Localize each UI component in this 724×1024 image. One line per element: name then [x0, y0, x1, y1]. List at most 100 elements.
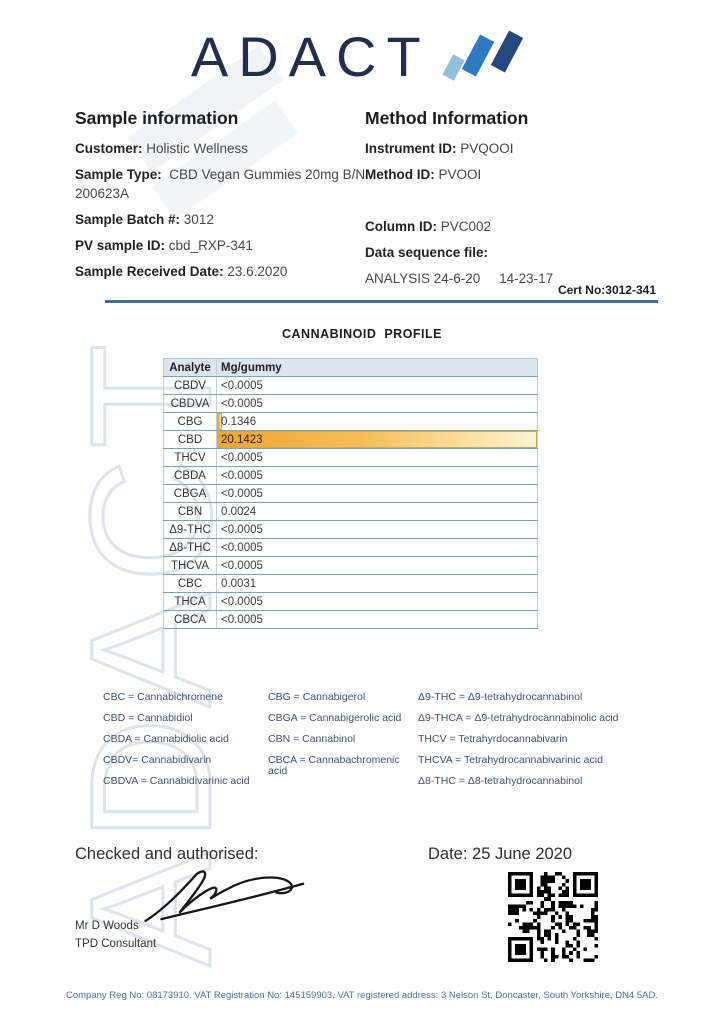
sample-info-value-1: CBD Vegan Gummies 20mg B/N 200623A: [75, 167, 369, 201]
qr-code-canvas: [508, 872, 598, 962]
table-row-THCA: THCA <0.0005: [163, 592, 538, 611]
value-text: <0.0005: [221, 613, 263, 626]
method-info-row-4: Data sequence file:: [365, 243, 665, 262]
value-text: <0.0005: [221, 559, 263, 572]
method-info-value-0: PVQOOI: [460, 141, 514, 156]
method-info-row-1: Method ID: PVOOI: [365, 165, 665, 184]
value-text: <0.0005: [221, 523, 263, 536]
analyte-cell: CBGA: [163, 484, 217, 503]
table-row-CBDA: CBDA <0.0005: [163, 466, 538, 485]
cannabinoid-table: Analyte Mg/gummy CBDV <0.0005 CBDVA <0.0005…: [163, 358, 538, 629]
value-cell: <0.0005: [216, 538, 538, 557]
sample-info-row-4: Sample Received Date: 23.6.2020: [75, 262, 367, 281]
table-row-Δ9-THC: Δ9-THC <0.0005: [163, 520, 538, 539]
legend-item: CBD = Cannabidiol: [103, 712, 193, 724]
method-information-fields: Instrument ID: PVQOOI Method ID: PVOOI Col…: [365, 139, 665, 288]
analyte-cell: THCA: [163, 592, 217, 611]
method-info-value-5: ANALYSIS 24-6-20 14-23-17: [365, 271, 554, 286]
table-row-CBDVA: CBDVA <0.0005: [163, 394, 538, 413]
data-bar: [217, 413, 223, 430]
signature-strokes: [144, 870, 305, 923]
value-cell: <0.0005: [216, 466, 538, 485]
legend-item: CBCA = Cannabachromenic acid: [268, 754, 400, 777]
sample-info-label-4: Sample Received Date:: [75, 264, 228, 279]
signature: [138, 866, 323, 933]
mountain-logo-icon: [441, 27, 533, 90]
value-text: 20.1423: [221, 433, 263, 446]
analyte-cell: CBDA: [163, 466, 217, 485]
cert-divider-rule: [105, 300, 658, 303]
value-text: 0.1346: [221, 415, 257, 428]
value-cell: <0.0005: [216, 394, 538, 413]
value-text: <0.0005: [221, 487, 263, 500]
method-info-value-3: PVC002: [440, 219, 492, 234]
legend-item: Δ9-THC = Δ9-tetrahydrocannabinol: [418, 691, 583, 703]
value-cell: <0.0005: [216, 610, 538, 629]
legend-item: THCV = Tetrahyrdocannabivarin: [418, 733, 568, 745]
analyte-cell: THCV: [163, 448, 217, 467]
watermark-band-1: [127, 45, 283, 173]
mountain-logo-svg: [442, 30, 524, 81]
table-row-CBN: CBN 0.0024: [163, 502, 538, 521]
checked-authorised-label: Checked and authorised:: [75, 845, 259, 863]
cannabinoid-table-header: Analyte Mg/gummy: [163, 358, 538, 377]
value-cell: <0.0005: [216, 484, 538, 503]
sample-info-value-2: 3012: [183, 212, 214, 227]
table-row-THCVA: THCVA <0.0005: [163, 556, 538, 575]
analyte-cell: CBD: [163, 430, 217, 449]
signer-name: Mr D Woods: [75, 920, 139, 932]
table-row-CBD: CBD 20.1423: [163, 430, 538, 449]
legend-item: CBG = Cannabigerol: [268, 691, 366, 703]
analyte-cell: CBG: [163, 412, 217, 431]
analyte-cell: Δ9-THC: [163, 520, 217, 539]
cannabinoid-table-body: CBDV <0.0005 CBDVA <0.0005 CBG 0.1346 CBD 20.14…: [163, 376, 538, 629]
watermark-band-2: [152, 100, 298, 220]
method-info-row-0: Instrument ID: PVQOOI: [365, 139, 665, 158]
column-header-analyte: Analyte: [163, 358, 217, 377]
value-text: <0.0005: [221, 595, 263, 608]
method-information-section: Method Information Instrument ID: PVQOOI…: [365, 108, 665, 295]
value-text: <0.0005: [221, 451, 263, 464]
value-cell: 20.1423: [216, 430, 538, 449]
table-row-Δ8-THC: Δ8-THC <0.0005: [163, 538, 538, 557]
sample-information-fields: Customer: Holistic Wellness Sample Type: …: [75, 139, 367, 281]
header-logo: ADACT: [0, 24, 724, 89]
table-row-CBDV: CBDV <0.0005: [163, 376, 538, 395]
value-text: <0.0005: [221, 469, 263, 482]
value-cell: 0.1346: [216, 412, 538, 431]
sample-info-value-4: 23.6.2020: [227, 264, 288, 279]
method-info-label-4: Data sequence file:: [365, 245, 489, 260]
sample-info-row-3: PV sample ID: cbd_RXP-341: [75, 236, 367, 255]
cert-number: Cert No:3012-341: [557, 283, 656, 297]
value-text: 0.0031: [221, 577, 257, 590]
table-row-CBG: CBG 0.1346: [163, 412, 538, 431]
company-registration-line: Company Reg No: 08173910. VAT Registrati…: [66, 990, 658, 1001]
logo-text: ADACT: [190, 25, 431, 88]
legend-column-1: CBC = Cannabichromene CBD = Cannabidiol CB…: [103, 692, 265, 797]
method-info-label-3: Column ID:: [365, 219, 441, 234]
value-text: <0.0005: [221, 397, 263, 410]
analyte-cell: CBDV: [163, 376, 217, 395]
sample-info-row-0: Customer: Holistic Wellness: [75, 139, 367, 158]
legend-column-3: Δ9-THC = Δ9-tetrahydrocannabinol Δ9-THCA …: [418, 692, 653, 797]
analyte-cell: CBCA: [163, 610, 217, 629]
data-bar: [217, 431, 537, 448]
legend-column-2: CBG = Cannabigerol CBGA = Cannabigerolic …: [268, 692, 416, 787]
method-info-label-1: Method ID:: [365, 167, 439, 182]
value-cell: <0.0005: [216, 376, 538, 395]
sample-info-label-2: Sample Batch #:: [75, 212, 184, 227]
value-cell: 0.0024: [216, 502, 538, 521]
method-info-row-2: [365, 191, 665, 210]
table-row-CBGA: CBGA <0.0005: [163, 484, 538, 503]
method-info-row-3: Column ID: PVC002: [365, 217, 665, 236]
method-info-label-0: Instrument ID:: [365, 141, 461, 156]
method-information-title: Method Information: [365, 108, 529, 128]
value-cell: <0.0005: [216, 556, 538, 575]
legend-item: CBDA = Cannabidiolic acid: [103, 733, 229, 745]
analyte-cell: CBC: [163, 574, 217, 593]
sample-info-row-1: Sample Type: CBD Vegan Gummies 20mg B/N …: [75, 165, 367, 203]
legend-item: Δ8-THC = Δ8-tetrahydrocannabinol: [418, 775, 583, 787]
header-row: Analyte Mg/gummy: [163, 358, 538, 377]
sample-information-section: Sample information Customer: Holistic We…: [75, 108, 367, 288]
